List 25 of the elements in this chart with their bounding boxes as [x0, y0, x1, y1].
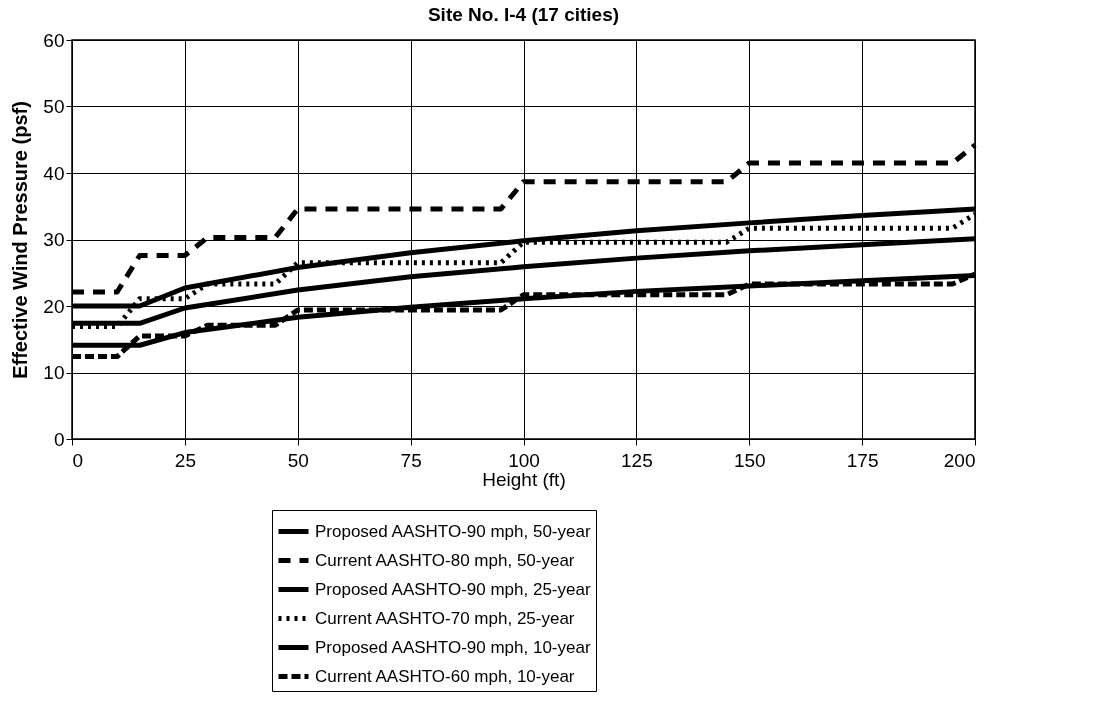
legend-label: Proposed AASHTO-90 mph, 25-year: [315, 579, 591, 599]
legend-label: Proposed AASHTO-90 mph, 10-year: [315, 637, 591, 657]
x-tick-label: 150: [733, 449, 766, 471]
x-tick-label: 25: [174, 449, 196, 471]
x-tick-label: 0: [72, 449, 84, 471]
y-tick-label: 30: [43, 229, 65, 250]
y-tick-label: 20: [43, 295, 65, 317]
x-tick-label: 200: [943, 449, 976, 471]
y-tick-label: 10: [43, 362, 65, 383]
x-tick-label: 75: [400, 449, 422, 471]
chart-title: Site No. I-4 (17 cities): [427, 4, 620, 25]
legend-label: Proposed AASHTO-90 mph, 50-year: [315, 521, 591, 541]
y-axis-title: Effective Wind Pressure (psf): [9, 101, 32, 379]
y-tick-label: 60: [43, 29, 65, 51]
y-tick-label: 40: [43, 162, 65, 184]
x-tick-label: 125: [621, 449, 653, 471]
legend-label: Current AASHTO-60 mph, 10-year: [315, 666, 575, 686]
y-tick-label: 0: [53, 428, 65, 450]
x-tick-label: 100: [508, 449, 540, 471]
x-tick-label: 175: [846, 449, 879, 471]
y-tick-label: 50: [43, 96, 65, 117]
x-axis-title: Height (ft): [482, 468, 566, 490]
legend-label: Current AASHTO-80 mph, 50-year: [315, 550, 575, 570]
legend-label: Current AASHTO-70 mph, 25-year: [315, 608, 575, 628]
x-tick-label: 50: [287, 449, 309, 471]
